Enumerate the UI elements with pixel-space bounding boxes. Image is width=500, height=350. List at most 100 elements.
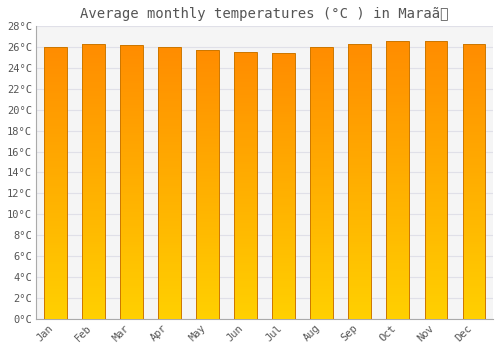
Bar	[44, 196, 66, 199]
Bar	[44, 177, 66, 180]
Bar	[196, 82, 219, 85]
Bar	[82, 310, 104, 313]
Bar	[310, 120, 333, 123]
Bar	[196, 109, 219, 112]
Bar	[424, 285, 448, 288]
Bar	[272, 305, 295, 308]
Bar	[386, 63, 409, 66]
Bar	[82, 291, 104, 294]
Bar	[120, 165, 142, 168]
Bar	[196, 50, 219, 318]
Bar	[462, 170, 485, 173]
Bar	[196, 80, 219, 83]
Bar	[44, 283, 66, 286]
Bar	[44, 259, 66, 261]
Bar	[44, 66, 66, 69]
Bar	[310, 305, 333, 308]
Bar	[234, 252, 257, 255]
Bar	[158, 172, 181, 175]
Bar	[462, 250, 485, 253]
Bar	[82, 151, 104, 154]
Bar	[310, 234, 333, 237]
Bar	[462, 143, 485, 146]
Bar	[158, 112, 181, 115]
Bar	[462, 173, 485, 176]
Bar	[234, 121, 257, 124]
Bar	[310, 297, 333, 300]
Bar	[462, 63, 485, 66]
Bar	[158, 215, 181, 218]
Bar	[462, 236, 485, 239]
Bar	[82, 277, 104, 280]
Bar	[272, 178, 295, 181]
Bar	[424, 205, 448, 208]
Bar	[386, 232, 409, 235]
Bar	[196, 139, 219, 141]
Bar	[44, 188, 66, 191]
Bar	[310, 191, 333, 194]
Bar	[462, 261, 485, 264]
Bar	[272, 64, 295, 67]
Bar	[158, 186, 181, 188]
Bar	[234, 204, 257, 207]
Bar	[82, 118, 104, 121]
Bar	[424, 268, 448, 271]
Bar	[310, 128, 333, 131]
Bar	[272, 218, 295, 220]
Bar	[120, 56, 142, 59]
Bar	[424, 185, 448, 188]
Bar	[234, 265, 257, 268]
Bar	[158, 47, 181, 50]
Bar	[234, 146, 257, 148]
Bar	[386, 263, 409, 266]
Bar	[234, 148, 257, 151]
Bar	[462, 192, 485, 195]
Bar	[348, 146, 371, 148]
Bar	[234, 231, 257, 233]
Bar	[386, 291, 409, 294]
Bar	[310, 164, 333, 167]
Bar	[348, 181, 371, 184]
Bar	[196, 193, 219, 195]
Bar	[158, 153, 181, 156]
Bar	[348, 104, 371, 107]
Bar	[82, 162, 104, 165]
Bar	[310, 145, 333, 148]
Bar	[462, 264, 485, 266]
Bar	[310, 196, 333, 199]
Bar	[310, 126, 333, 128]
Bar	[82, 283, 104, 286]
Bar	[386, 83, 409, 85]
Bar	[462, 274, 485, 278]
Bar	[44, 85, 66, 88]
Bar	[158, 136, 181, 139]
Bar	[44, 71, 66, 74]
Bar	[272, 292, 295, 295]
Bar	[462, 121, 485, 124]
Bar	[462, 255, 485, 258]
Bar	[82, 189, 104, 192]
Bar	[348, 93, 371, 96]
Bar	[310, 280, 333, 283]
Bar	[44, 297, 66, 300]
Bar	[310, 79, 333, 83]
Bar	[462, 299, 485, 302]
Bar	[234, 271, 257, 273]
Bar	[120, 100, 142, 103]
Bar	[386, 119, 409, 121]
Bar	[386, 257, 409, 260]
Bar	[348, 198, 371, 201]
Bar	[82, 61, 104, 63]
Bar	[272, 281, 295, 284]
Bar	[348, 79, 371, 83]
Bar	[82, 241, 104, 244]
Bar	[234, 262, 257, 265]
Bar	[158, 96, 181, 99]
Bar	[386, 160, 409, 163]
Bar	[196, 53, 219, 56]
Bar	[196, 243, 219, 246]
Bar	[44, 158, 66, 161]
Bar	[272, 310, 295, 313]
Bar	[462, 102, 485, 104]
Bar	[82, 222, 104, 225]
